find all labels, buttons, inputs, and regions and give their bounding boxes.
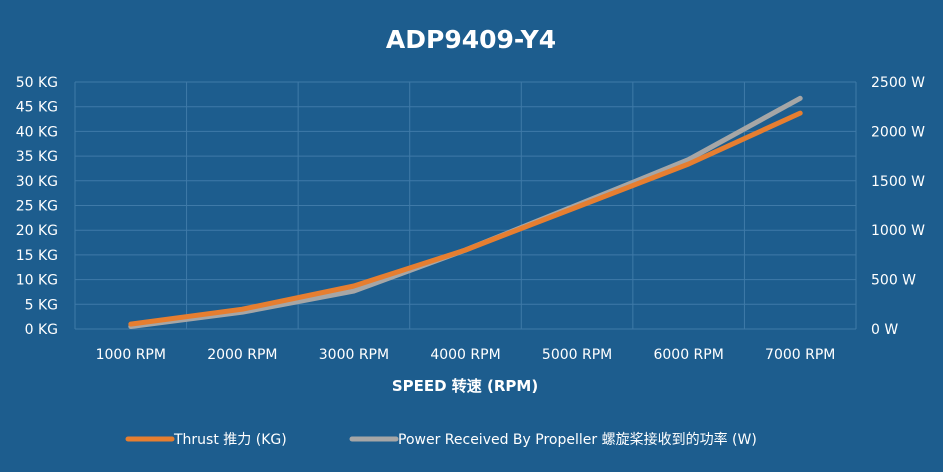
left-tick-label: 40 KG bbox=[16, 124, 58, 140]
power-series-line bbox=[128, 95, 803, 329]
legend-label: Thrust 推力 (KG) bbox=[173, 432, 287, 448]
left-tick-label: 45 KG bbox=[16, 100, 58, 116]
x-tick-label: 6000 RPM bbox=[653, 347, 723, 363]
left-tick-label: 30 KG bbox=[16, 174, 58, 190]
x-tick-label: 3000 RPM bbox=[319, 347, 389, 363]
left-tick-label: 0 KG bbox=[25, 322, 58, 338]
right-tick-label: 1500 W bbox=[871, 174, 925, 190]
left-tick-label: 5 KG bbox=[25, 297, 58, 313]
right-tick-label: 1000 W bbox=[871, 223, 925, 239]
left-tick-label: 20 KG bbox=[16, 223, 58, 239]
x-tick-label: 4000 RPM bbox=[430, 347, 500, 363]
left-axis-ticks: 0 KG 5 KG 10 KG 15 KG 20 KG 25 KG 30 KG 35 KG 40… bbox=[16, 75, 58, 338]
left-tick-label: 35 KG bbox=[16, 149, 58, 165]
series-lines bbox=[128, 95, 803, 329]
left-tick-label: 50 KG bbox=[16, 75, 58, 91]
left-tick-label: 15 KG bbox=[16, 248, 58, 264]
right-tick-label: 2500 W bbox=[871, 75, 925, 91]
legend-item-power: Power Received By Propeller 螺旋桨接收到的功率 (W… bbox=[349, 431, 757, 448]
left-tick-label: 10 KG bbox=[16, 273, 58, 289]
legend-item-thrust: Thrust 推力 (KG) bbox=[125, 432, 287, 448]
x-tick-label: 7000 RPM bbox=[765, 347, 835, 363]
grid-lines bbox=[74, 81, 857, 330]
right-tick-label: 0 W bbox=[871, 322, 898, 338]
right-axis-ticks: 0 W 500 W 1000 W 1500 W 2000 W 2500 W bbox=[871, 75, 925, 338]
thrust-series-line bbox=[128, 110, 803, 327]
right-tick-label: 2000 W bbox=[871, 124, 925, 140]
x-tick-label: 5000 RPM bbox=[542, 347, 612, 363]
x-tick-label: 2000 RPM bbox=[207, 347, 277, 363]
chart-title: ADP9409-Y4 bbox=[386, 25, 556, 54]
x-axis-label: SPEED 转速 (RPM) bbox=[392, 377, 538, 395]
left-tick-label: 25 KG bbox=[16, 199, 58, 215]
right-tick-label: 500 W bbox=[871, 273, 916, 289]
x-tick-label: 1000 RPM bbox=[96, 347, 166, 363]
x-axis-ticks: 1000 RPM 2000 RPM 3000 RPM 4000 RPM 5000 RPM… bbox=[96, 347, 836, 363]
legend-label: Power Received By Propeller 螺旋桨接收到的功率 (W… bbox=[398, 431, 757, 448]
legend: Thrust 推力 (KG) Power Received By Propelle… bbox=[125, 431, 757, 448]
